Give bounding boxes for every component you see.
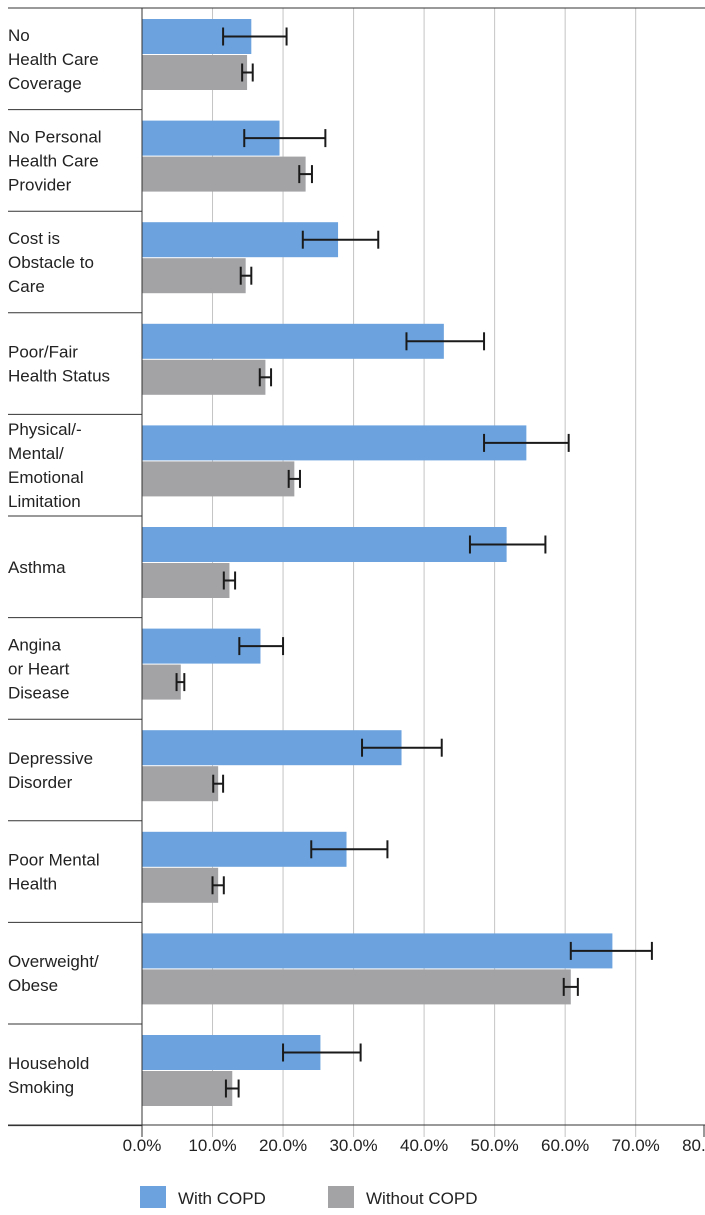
category-label: Depressive Disorder	[8, 749, 93, 792]
x-tick-label: 10.0%	[188, 1136, 236, 1155]
legend-swatch	[140, 1186, 166, 1208]
x-tick-label: 80.0%	[682, 1136, 705, 1155]
legend: With COPD Without COPD	[140, 1186, 477, 1208]
bar	[142, 563, 230, 598]
x-tick-label: 30.0%	[329, 1136, 377, 1155]
bar	[142, 359, 266, 395]
bar	[142, 55, 248, 90]
bar	[142, 156, 306, 192]
bar	[142, 867, 219, 903]
bar	[142, 664, 181, 700]
x-tick-label: 70.0%	[612, 1136, 660, 1155]
legend-label: Without COPD	[366, 1189, 477, 1208]
bar	[142, 730, 402, 766]
x-tick-label: 0.0%	[123, 1136, 162, 1155]
category-label: No Health Care Coverage	[8, 26, 99, 93]
error-bars	[175, 27, 653, 1098]
bar	[142, 1071, 233, 1106]
category-label: Angina or Heart Disease	[8, 635, 70, 702]
category-label: Household Smoking	[8, 1054, 89, 1097]
x-tick-label: 50.0%	[471, 1136, 519, 1155]
category-label: Poor Mental Health	[8, 851, 100, 894]
legend-label: With COPD	[178, 1189, 266, 1208]
bar	[142, 425, 527, 461]
legend-swatch	[328, 1186, 354, 1208]
x-tick-label: 60.0%	[541, 1136, 589, 1155]
category-label: No Personal Health Care Provider	[8, 127, 102, 194]
category-label: Physical/-Mental/Emotional Limitation	[8, 420, 84, 511]
x-tick-labels: 0.0% 10.0% 20.0% 30.0% 40.0% 50.0% 60.0% 70.0% 8…	[123, 1136, 705, 1155]
category-label: Poor/Fair Health Status	[8, 343, 110, 386]
x-tick-label: 20.0%	[259, 1136, 307, 1155]
axes	[8, 7, 705, 1137]
bar	[142, 527, 507, 562]
bar	[142, 258, 246, 294]
bar	[142, 933, 613, 969]
bar	[142, 969, 571, 1005]
bar	[142, 461, 295, 497]
category-label: Overweight/Obese	[8, 952, 99, 995]
bar	[142, 323, 444, 359]
grid-lines	[212, 8, 637, 1137]
category-label: Asthma	[8, 558, 66, 577]
category-labels: No Health Care Coverage No Personal Health C…	[8, 26, 110, 1097]
x-tick-label: 40.0%	[400, 1136, 448, 1155]
bar	[142, 766, 219, 802]
category-label: Cost is Obstacle to Care	[8, 229, 94, 296]
